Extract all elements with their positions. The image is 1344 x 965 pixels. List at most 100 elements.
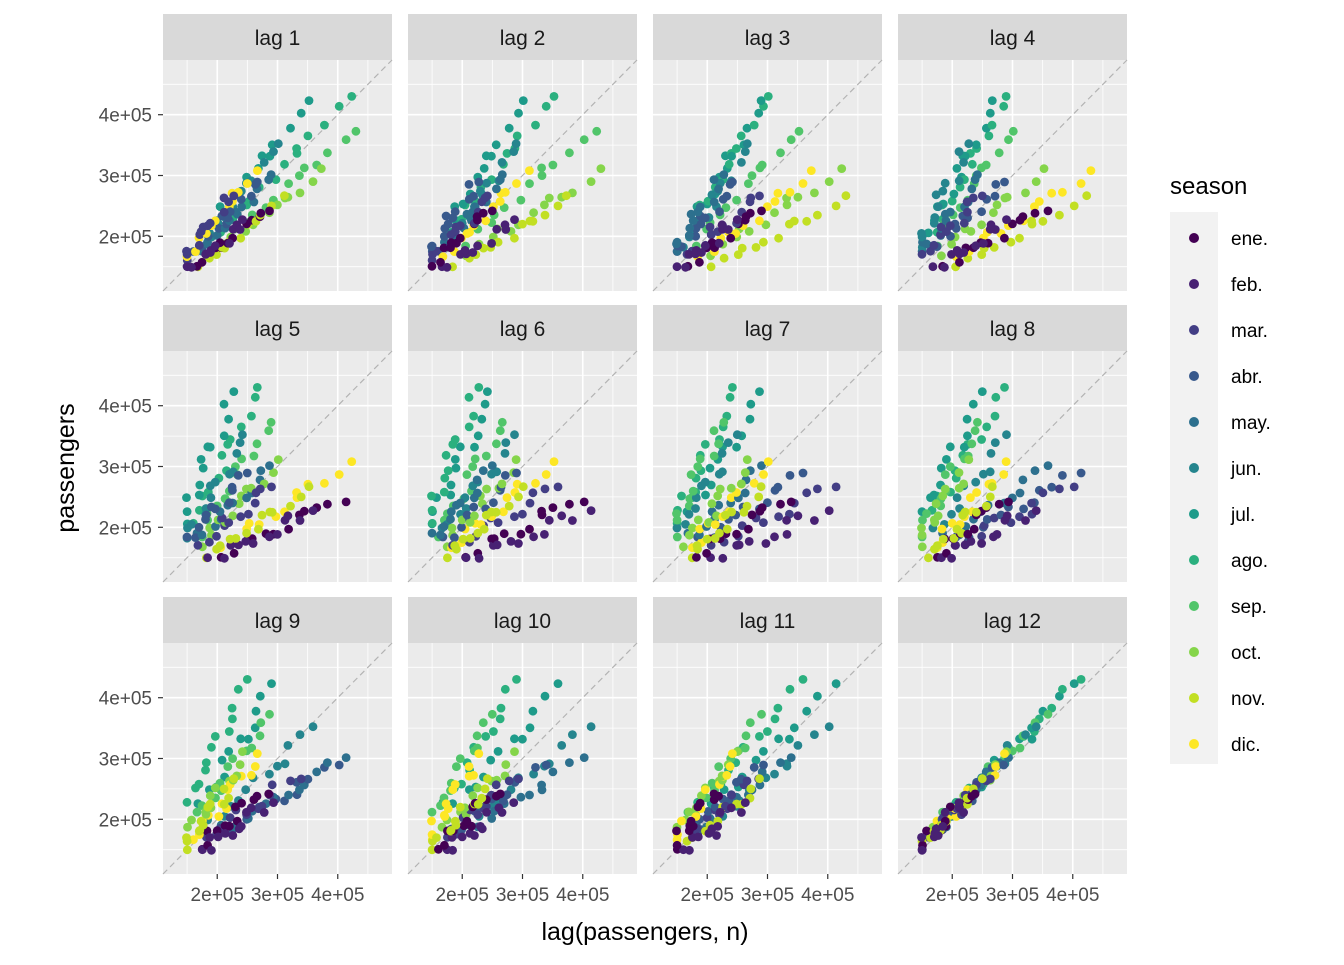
- data-point: [273, 761, 282, 771]
- data-point: [267, 780, 277, 790]
- data-point: [468, 791, 478, 801]
- data-point: [989, 208, 998, 218]
- data-point: [1001, 457, 1011, 466]
- x-tick-label: 2e+05: [436, 885, 489, 906]
- data-point: [228, 714, 237, 724]
- data-point: [740, 468, 750, 477]
- legend-label: ago.: [1231, 551, 1268, 572]
- data-point: [700, 440, 710, 449]
- data-point: [732, 430, 742, 440]
- data-point: [312, 767, 322, 777]
- data-point: [252, 439, 262, 449]
- data-point: [746, 399, 756, 409]
- data-point: [228, 511, 238, 521]
- data-point: [512, 675, 521, 684]
- data-point: [770, 197, 780, 206]
- data-point: [259, 808, 269, 817]
- data-point: [241, 785, 251, 795]
- facet-strip: [653, 597, 882, 643]
- data-point: [700, 241, 710, 251]
- data-point: [341, 753, 351, 762]
- data-point: [1043, 709, 1053, 719]
- data-point: [210, 504, 220, 514]
- data-point: [982, 501, 991, 511]
- y-tick-label: 2e+05: [99, 810, 152, 831]
- data-point: [264, 426, 274, 436]
- data-point: [802, 706, 812, 716]
- data-point: [952, 164, 962, 173]
- data-point: [938, 534, 948, 544]
- data-point: [757, 206, 766, 216]
- data-point: [219, 784, 229, 794]
- data-point: [233, 684, 243, 694]
- data-point: [714, 500, 724, 510]
- data-point: [1000, 383, 1009, 392]
- data-point: [529, 532, 538, 542]
- data-point: [990, 411, 1000, 421]
- data-point: [219, 399, 229, 409]
- legend-key-nov: [1189, 693, 1199, 703]
- data-point: [474, 749, 484, 758]
- data-point: [970, 426, 980, 436]
- data-point: [1069, 201, 1079, 211]
- data-point: [1058, 471, 1067, 480]
- x-tick-label: 4e+05: [556, 885, 609, 906]
- data-point: [495, 789, 505, 799]
- y-tick-label: 3e+05: [99, 750, 152, 771]
- data-point: [223, 762, 233, 771]
- data-point: [334, 470, 344, 479]
- x-tick-label: 3e+05: [986, 885, 1039, 906]
- data-point: [837, 164, 847, 174]
- data-point: [247, 770, 256, 780]
- data-point: [182, 532, 192, 542]
- data-point: [495, 197, 505, 206]
- data-point: [525, 790, 534, 800]
- data-point: [672, 239, 681, 249]
- data-point: [450, 435, 460, 444]
- data-point: [1047, 482, 1057, 492]
- data-point: [933, 541, 942, 550]
- data-point: [541, 760, 551, 770]
- data-point: [439, 231, 449, 241]
- data-point: [714, 239, 724, 248]
- data-point: [496, 703, 506, 713]
- data-point: [728, 383, 737, 392]
- data-point: [968, 399, 978, 409]
- data-point: [990, 438, 1000, 447]
- legend-label: nov.: [1231, 689, 1266, 710]
- data-point: [549, 457, 559, 466]
- data-point: [741, 731, 751, 741]
- data-point: [938, 186, 948, 196]
- data-point: [1047, 188, 1057, 198]
- facet-panel-2: lag 2: [407, 14, 638, 292]
- data-point: [940, 470, 950, 479]
- data-point: [246, 803, 256, 813]
- data-point: [248, 539, 258, 548]
- data-point: [991, 762, 1001, 771]
- data-point: [942, 455, 951, 464]
- data-point: [497, 417, 507, 427]
- data-point: [195, 480, 205, 490]
- facet-strip-label: lag 12: [984, 610, 1041, 633]
- data-point: [436, 257, 445, 267]
- data-point: [971, 507, 981, 517]
- data-point: [514, 492, 523, 502]
- x-tick-label: 2e+05: [926, 885, 979, 906]
- data-point: [786, 497, 796, 507]
- legend-key-dic: [1189, 739, 1199, 749]
- data-point: [677, 491, 686, 501]
- data-point: [770, 714, 780, 724]
- data-point: [719, 170, 729, 180]
- data-point: [265, 206, 274, 216]
- data-point: [972, 488, 981, 497]
- data-point: [510, 512, 519, 522]
- data-point: [733, 250, 743, 259]
- data-point: [514, 774, 523, 784]
- data-point: [264, 789, 274, 799]
- data-point: [497, 479, 507, 489]
- data-point: [323, 758, 332, 767]
- data-point: [483, 774, 492, 784]
- data-point: [427, 491, 436, 501]
- data-point: [238, 215, 247, 225]
- data-point: [280, 159, 289, 169]
